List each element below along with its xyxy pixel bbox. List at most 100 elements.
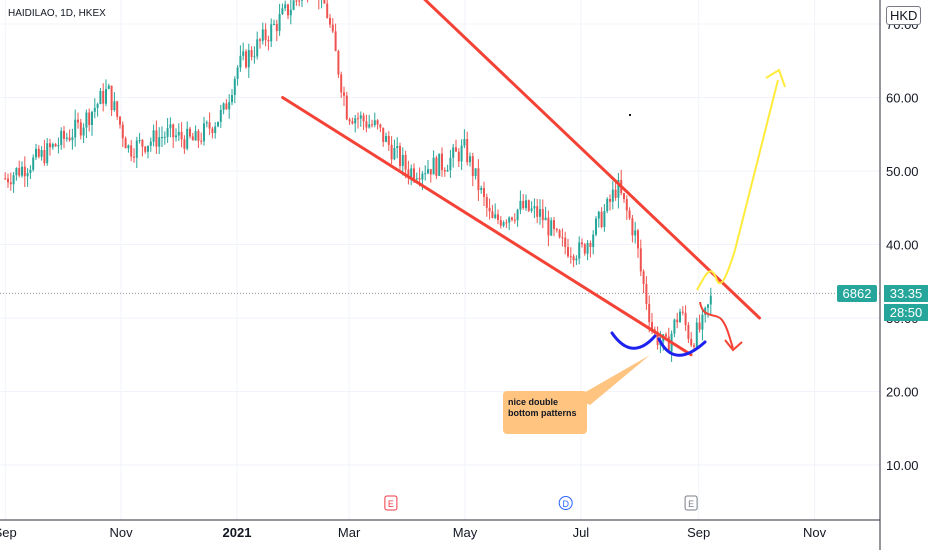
candle-body — [471, 156, 474, 177]
candle-body — [60, 130, 63, 146]
candle-body — [135, 140, 138, 158]
candle-body — [65, 137, 68, 139]
candle-body — [583, 244, 586, 254]
candle-body — [261, 29, 264, 41]
candle-body — [466, 139, 469, 163]
candle-body — [130, 145, 133, 157]
candle-body — [40, 150, 43, 157]
candle-body — [113, 101, 116, 111]
candle-body — [147, 145, 149, 152]
candle-body — [119, 116, 121, 125]
candle-body — [189, 128, 191, 137]
candle-body — [281, 8, 284, 15]
candle-body — [133, 156, 135, 158]
time-tick-label: Nov — [110, 525, 134, 540]
candle-body — [558, 230, 561, 238]
candle-body — [284, 4, 287, 9]
candle-body — [494, 214, 497, 218]
countdown-label: 28:50 — [884, 304, 928, 321]
candle-body — [155, 130, 158, 147]
price-tick-label: 20.00 — [886, 385, 919, 400]
candle-body — [603, 211, 606, 228]
bearish-arrowhead — [724, 339, 743, 352]
candle-body — [525, 200, 527, 209]
candle-body — [600, 211, 603, 228]
candle-body — [219, 109, 222, 122]
candle-body — [169, 124, 172, 129]
candle-body — [183, 139, 186, 149]
candle-body — [491, 211, 494, 218]
candle-body — [222, 103, 225, 110]
candle-body — [63, 130, 65, 139]
candle-body — [242, 51, 245, 56]
candle-body — [102, 90, 105, 104]
candle-body — [488, 207, 491, 212]
chart-title: HAIDILAO, 1D, HKEX — [8, 8, 106, 19]
candle-body — [141, 139, 144, 147]
candle-body — [116, 101, 119, 117]
candle-body — [43, 150, 46, 164]
candle-body — [340, 74, 343, 93]
candle-body — [35, 148, 37, 158]
candle-body — [365, 121, 368, 128]
candle-body — [197, 131, 200, 141]
event-marker-label: D — [562, 499, 569, 509]
candle-body — [396, 145, 399, 149]
callout-box — [503, 391, 587, 434]
candle-body — [452, 147, 455, 158]
candle-body — [424, 173, 427, 175]
candle-body — [270, 24, 273, 42]
candle-body — [508, 217, 511, 223]
price-tick-label: 50.00 — [886, 164, 919, 179]
candle-body — [648, 303, 651, 323]
candle-body — [407, 169, 410, 179]
candle-body — [343, 92, 345, 96]
candle-body — [572, 256, 575, 261]
candle-body — [172, 124, 175, 138]
candle-body — [639, 248, 642, 272]
candle-body — [250, 50, 253, 57]
candle-body — [695, 322, 698, 347]
candle-body — [211, 128, 214, 134]
time-tick-label: Sep — [687, 525, 710, 540]
candle-body — [623, 193, 625, 200]
candle-body — [51, 144, 54, 148]
candle-body — [687, 324, 690, 339]
candle-body — [205, 122, 208, 124]
candle-body — [564, 237, 567, 247]
candle-body — [236, 67, 239, 79]
candle-body — [438, 153, 441, 176]
candle-body — [348, 119, 351, 122]
candle-body — [26, 173, 29, 177]
candle-body — [455, 147, 457, 152]
last-price-label: 33.35 — [884, 285, 928, 302]
candle-body — [477, 168, 480, 191]
candle-body — [589, 242, 592, 248]
candle-body — [581, 242, 583, 245]
candle-body — [88, 112, 91, 126]
candle-body — [651, 322, 653, 330]
time-tick-label: Sep — [0, 525, 17, 540]
time-tick-label: Nov — [803, 525, 827, 540]
candle-body — [435, 157, 438, 176]
candle-body — [631, 218, 634, 236]
candle-body — [23, 166, 26, 177]
candle-body — [413, 168, 415, 179]
candle-body — [673, 319, 676, 334]
candle-body — [513, 219, 516, 221]
candle-body — [485, 196, 488, 208]
candle-body — [21, 166, 23, 176]
currency-button[interactable]: HKD — [886, 6, 922, 25]
candle-body — [569, 256, 572, 258]
candle-body — [186, 128, 189, 149]
candle-body — [541, 209, 544, 221]
candle-body — [175, 135, 177, 138]
candle-body — [110, 85, 113, 111]
candle-body — [617, 180, 620, 198]
candle-body — [497, 214, 499, 221]
candle-body — [99, 90, 102, 104]
candle-body — [597, 211, 600, 219]
candle-body — [259, 39, 261, 41]
